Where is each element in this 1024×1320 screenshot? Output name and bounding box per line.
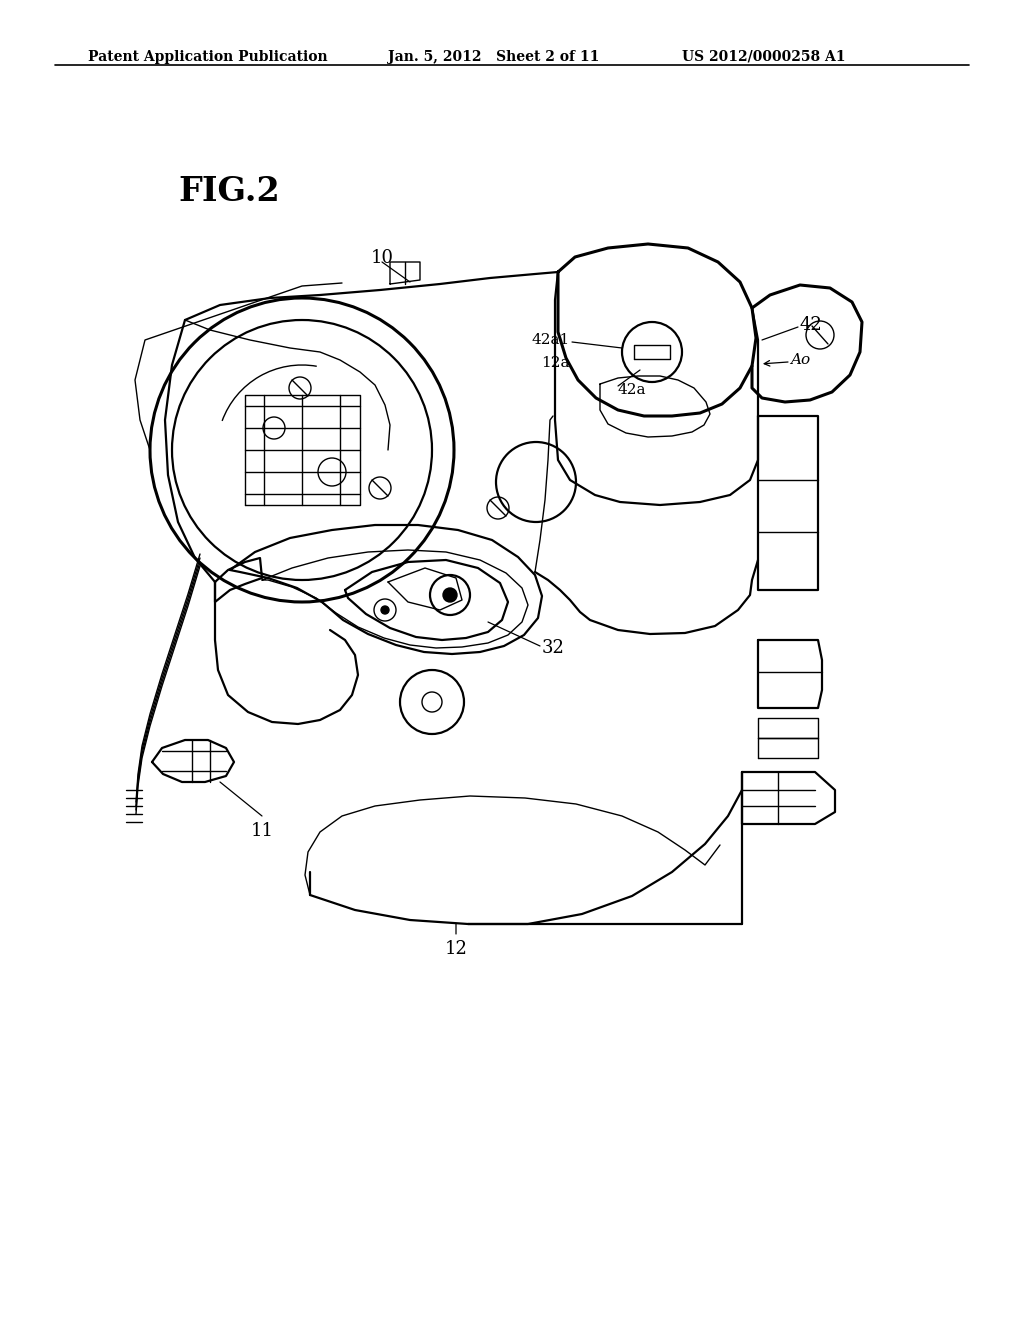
Text: Patent Application Publication: Patent Application Publication	[88, 50, 328, 63]
Text: 11: 11	[251, 822, 273, 840]
Text: US 2012/0000258 A1: US 2012/0000258 A1	[682, 50, 846, 63]
Text: 32: 32	[542, 639, 565, 657]
Circle shape	[443, 587, 457, 602]
Text: FIG.2: FIG.2	[178, 176, 280, 209]
Text: 42a: 42a	[618, 383, 646, 397]
Text: 10: 10	[371, 249, 393, 267]
Text: Ao: Ao	[790, 352, 810, 367]
Text: 42a1: 42a1	[531, 333, 570, 347]
Text: Jan. 5, 2012   Sheet 2 of 11: Jan. 5, 2012 Sheet 2 of 11	[388, 50, 599, 63]
Text: 12: 12	[444, 940, 467, 958]
Circle shape	[381, 606, 389, 614]
Text: 42: 42	[800, 315, 822, 334]
Text: 12a: 12a	[542, 356, 570, 370]
